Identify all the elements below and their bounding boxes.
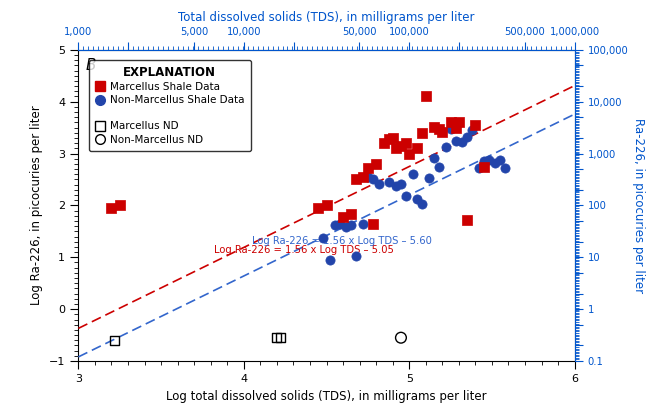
Point	[412, 196, 422, 203]
Point	[371, 161, 381, 167]
Point	[368, 220, 378, 227]
Point	[362, 173, 373, 180]
Point	[445, 119, 456, 126]
Point	[457, 139, 468, 145]
Point	[318, 234, 328, 241]
Point	[338, 213, 348, 220]
Point	[321, 202, 332, 209]
Point	[424, 175, 434, 182]
Point	[390, 145, 401, 151]
Point	[334, 220, 345, 227]
Point	[114, 202, 125, 209]
Point	[500, 165, 511, 171]
Point	[358, 173, 368, 180]
Point	[495, 156, 505, 163]
Point	[434, 125, 444, 132]
Point	[351, 253, 362, 260]
Point	[462, 134, 472, 140]
Point	[106, 205, 117, 211]
Point	[110, 337, 120, 344]
Point	[417, 129, 428, 136]
Point	[346, 211, 357, 217]
Point	[401, 140, 411, 146]
Point	[401, 193, 411, 200]
Point	[351, 176, 362, 183]
Point	[396, 142, 406, 149]
Point	[346, 222, 357, 228]
Text: Log Ra-226 = 1.56 x Log TDS – 5.60: Log Ra-226 = 1.56 x Log TDS – 5.60	[252, 236, 432, 246]
Point	[473, 165, 484, 171]
Point	[396, 334, 406, 341]
Point	[358, 220, 368, 227]
Point	[313, 205, 323, 211]
Point	[374, 180, 385, 187]
Point	[451, 137, 461, 144]
Point	[362, 165, 373, 171]
Point	[440, 144, 451, 151]
Point	[368, 176, 378, 183]
Legend: Marcellus Shale Data, Non-Marcellus Shale Data, , Marcellus ND, Non-Marcellus ND: Marcellus Shale Data, Non-Marcellus Shal…	[89, 60, 251, 151]
Point	[404, 150, 415, 157]
X-axis label: Total dissolved solids (TDS), in milligrams per liter: Total dissolved solids (TDS), in milligr…	[178, 11, 475, 24]
Y-axis label: Log Ra-226, in picocuries per liter: Log Ra-226, in picocuries per liter	[30, 105, 43, 305]
Point	[467, 127, 477, 134]
Point	[387, 134, 398, 141]
Point	[437, 128, 447, 135]
Point	[429, 123, 439, 130]
Point	[330, 222, 340, 228]
Point	[462, 217, 472, 223]
Point	[479, 163, 489, 170]
Point	[451, 124, 461, 131]
Point	[412, 145, 422, 151]
Point	[379, 140, 390, 146]
Text: Log Ra-226 = 1.56 x Log TDS – 5.05: Log Ra-226 = 1.56 x Log TDS – 5.05	[214, 245, 394, 255]
Point	[275, 334, 285, 341]
Y-axis label: Ra-226, in picocuries per liter: Ra-226, in picocuries per liter	[632, 118, 645, 293]
Point	[341, 224, 351, 231]
Point	[272, 334, 282, 341]
Point	[490, 159, 500, 166]
Point	[407, 171, 418, 178]
Point	[417, 201, 428, 208]
Point	[454, 119, 464, 126]
Point	[445, 125, 456, 132]
Point	[396, 180, 406, 187]
Point	[434, 163, 444, 170]
Point	[421, 93, 431, 100]
Point	[384, 136, 394, 142]
Point	[479, 158, 489, 165]
Point	[325, 256, 335, 263]
Text: $\mathbf{\mathit{B}}$: $\mathbf{\mathit{B}}$	[85, 56, 97, 73]
Point	[429, 154, 439, 161]
X-axis label: Log total dissolved solids (TDS), in milligrams per liter: Log total dissolved solids (TDS), in mil…	[166, 390, 487, 403]
Point	[390, 183, 401, 189]
Point	[483, 156, 494, 163]
Point	[384, 179, 394, 186]
Point	[470, 122, 481, 128]
